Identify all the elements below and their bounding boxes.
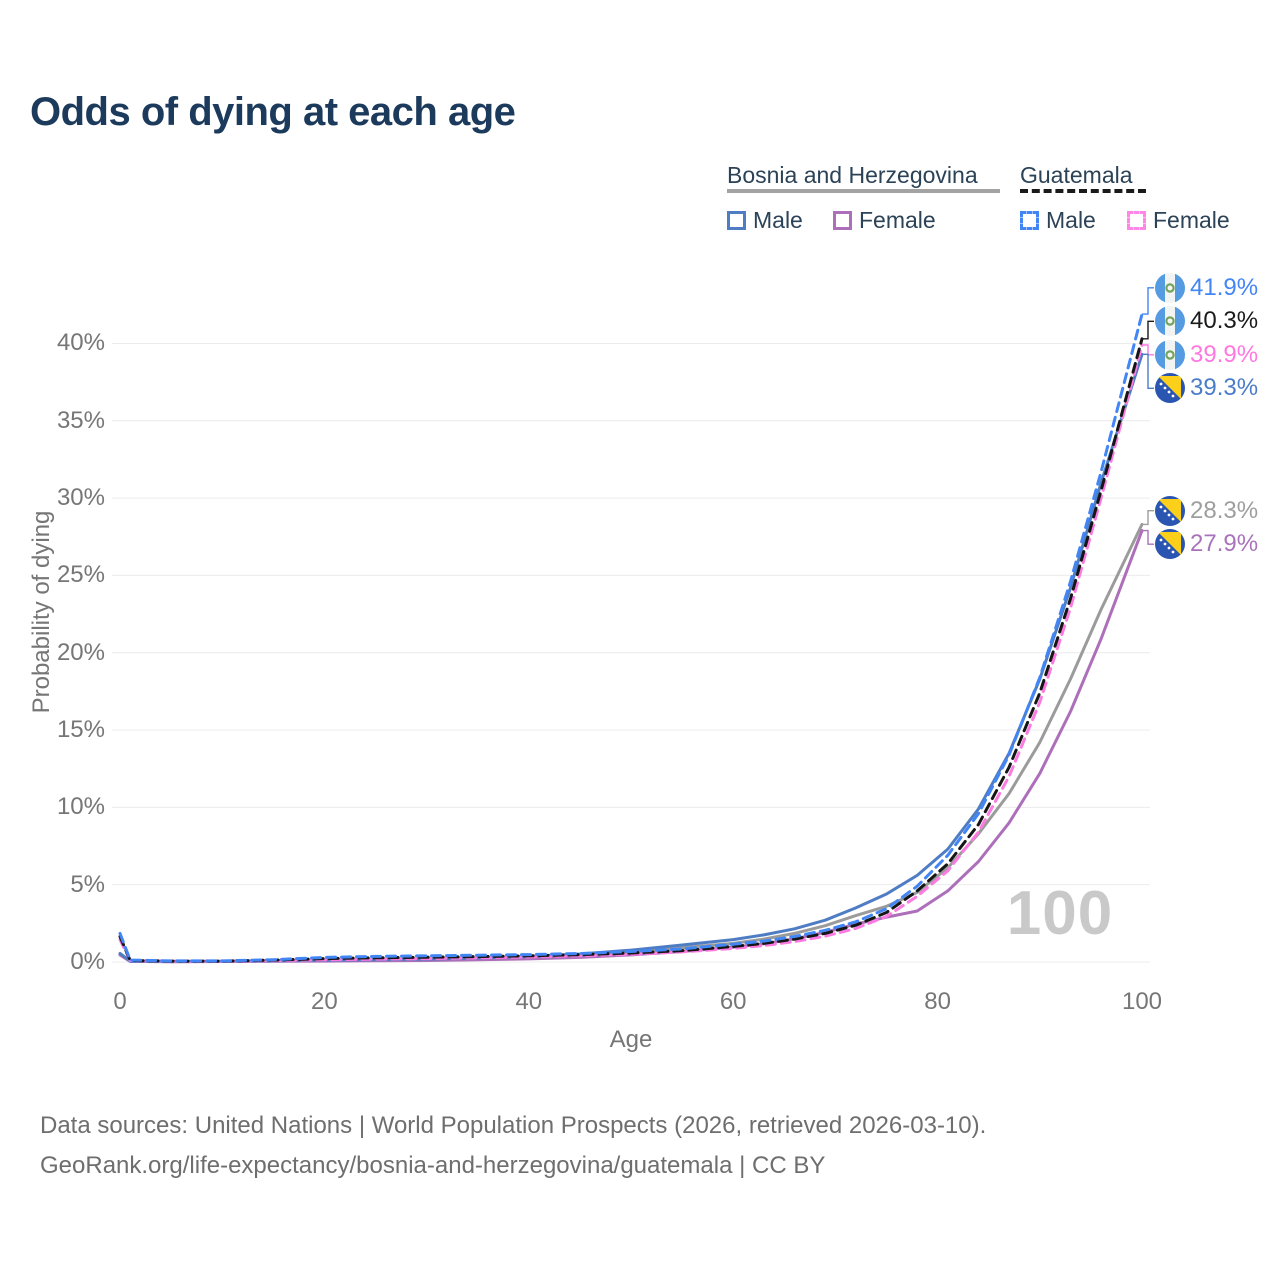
legend-item-bosnia-male[interactable]: Male (727, 206, 803, 234)
end-label-value: 39.3% (1190, 374, 1259, 402)
end-label-value: 41.9% (1190, 273, 1259, 301)
end-label-bosnia-female[interactable]: 27.9% (1155, 529, 1259, 560)
end-label-guatemala-female[interactable]: 39.9% (1155, 339, 1259, 370)
end-label-bosnia-both[interactable]: 28.3% (1155, 495, 1259, 526)
legend-country-bosnia: Bosnia and Herzegovina (727, 162, 978, 188)
end-label-value: 27.9% (1190, 530, 1259, 558)
y-tick-label: 0% (70, 948, 105, 975)
footer: Data sources: United Nations | World Pop… (40, 1106, 986, 1186)
guatemala-flag-icon (1155, 339, 1185, 370)
annotation-connector (1142, 287, 1154, 315)
y-tick-label: 35% (56, 406, 105, 434)
y-tick-label: 5% (70, 870, 105, 898)
legend-swatch-guatemala-male (1020, 210, 1039, 230)
x-tick-label: 0 (113, 988, 127, 1015)
series-line-guatemala-male[interactable] (118, 312, 1144, 963)
guatemala-flag-icon (1155, 306, 1185, 337)
x-tick-label: 20 (311, 988, 338, 1015)
footer-data-sources: Data sources: United Nations | World Pop… (40, 1112, 987, 1139)
end-label-value: 28.3% (1190, 496, 1259, 524)
age-watermark: 100 (1006, 879, 1114, 948)
legend-label: Female (859, 206, 936, 233)
legend-swatch-bosnia-female (833, 210, 852, 230)
x-tick-label: 60 (719, 988, 747, 1015)
x-tick-label: 80 (924, 988, 951, 1015)
annotation-connector (1142, 529, 1154, 545)
legend-underline-bosnia (727, 189, 1000, 193)
series-line-guatemala-both[interactable] (118, 337, 1144, 963)
legend-swatch-bosnia-male (727, 210, 746, 230)
annotation-connector (1142, 344, 1154, 356)
legend-label: Female (1153, 206, 1230, 233)
bosnia-flag-icon (1155, 529, 1185, 560)
legend-country-guatemala: Guatemala (1020, 162, 1133, 188)
series-line-bosnia-male[interactable] (118, 352, 1144, 963)
legend-item-bosnia-female[interactable]: Female (833, 206, 936, 234)
x-tick-label: 100 (1121, 988, 1163, 1015)
legend-item-guatemala-female[interactable]: Female (1127, 206, 1230, 234)
y-tick-label: 25% (56, 561, 105, 589)
annotation-connector (1142, 510, 1154, 526)
legend-label: Male (1046, 206, 1096, 233)
end-label-value: 39.9% (1190, 340, 1259, 368)
legend-item-guatemala-male[interactable]: Male (1020, 206, 1096, 234)
x-axis-title: Age (609, 1026, 653, 1053)
y-tick-label: 20% (56, 638, 105, 666)
bosnia-flag-icon (1155, 373, 1185, 404)
guatemala-flag-icon (1155, 272, 1185, 303)
page-title: Odds of dying at each age (30, 90, 516, 134)
y-tick-label: 40% (56, 329, 105, 357)
legend-underline-guatemala (1020, 189, 1146, 193)
legend-label: Male (753, 206, 803, 233)
footer-attribution: GeoRank.org/life-expectancy/bosnia-and-h… (40, 1152, 826, 1179)
annotation-connector (1142, 353, 1154, 389)
series-line-bosnia-female[interactable] (118, 529, 1144, 964)
legend-swatch-guatemala-female (1127, 210, 1146, 230)
end-label-value: 40.3% (1190, 307, 1259, 335)
annotation-connector (1142, 320, 1154, 340)
end-label-bosnia-male[interactable]: 39.3% (1155, 373, 1259, 404)
y-tick-label: 30% (56, 484, 105, 512)
bosnia-flag-icon (1155, 495, 1185, 526)
series-line-bosnia-both[interactable] (118, 522, 1144, 964)
x-tick-label: 40 (515, 988, 543, 1015)
end-label-guatemala-male[interactable]: 41.9% (1155, 272, 1259, 303)
y-tick-label: 10% (56, 793, 105, 821)
end-label-guatemala-both[interactable]: 40.3% (1155, 306, 1259, 337)
y-tick-label: 15% (56, 716, 105, 744)
